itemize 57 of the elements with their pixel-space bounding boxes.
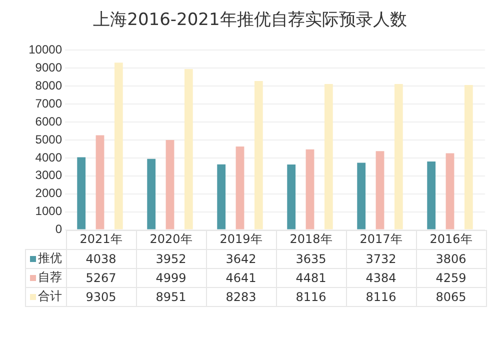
bar bbox=[446, 153, 454, 230]
bar bbox=[376, 151, 384, 230]
bar bbox=[114, 62, 123, 230]
bar bbox=[184, 69, 193, 230]
data-label: 4038 bbox=[66, 249, 136, 268]
data-label: 4481 bbox=[276, 268, 346, 288]
y-tick-label: 2000 bbox=[35, 186, 62, 200]
x-tick-label: 2018年 bbox=[276, 230, 346, 250]
data-label: 9305 bbox=[66, 287, 136, 306]
data-label: 8116 bbox=[346, 287, 416, 306]
y-tick-label: 7000 bbox=[35, 96, 62, 110]
bar bbox=[217, 164, 226, 230]
data-label: 3635 bbox=[276, 249, 346, 268]
x-tick-label: 2021年 bbox=[66, 230, 136, 250]
chart-title: 上海2016-2021年推优自荐实际预录人数 bbox=[92, 9, 408, 31]
bar bbox=[427, 161, 436, 230]
bar bbox=[77, 157, 86, 230]
data-label: 3952 bbox=[136, 249, 206, 268]
legend-label: 合计 bbox=[26, 287, 66, 306]
y-tick-label: 10000 bbox=[28, 42, 62, 57]
y-tick-label: 1000 bbox=[35, 204, 62, 218]
y-tick-label: 9000 bbox=[35, 60, 62, 74]
bar bbox=[306, 149, 314, 230]
data-label: 3642 bbox=[206, 249, 276, 268]
bar bbox=[254, 81, 263, 230]
data-label: 4641 bbox=[206, 268, 276, 288]
data-label: 4999 bbox=[136, 268, 206, 288]
x-tick-label: 2019年 bbox=[206, 230, 276, 250]
bar bbox=[394, 84, 403, 230]
bar bbox=[464, 84, 473, 230]
bar bbox=[236, 146, 244, 230]
data-label: 3806 bbox=[416, 249, 486, 268]
x-tick-label: 2020年 bbox=[136, 230, 206, 250]
bar bbox=[96, 135, 104, 230]
y-tick-label: 8000 bbox=[35, 78, 62, 92]
x-tick-label: 2017年 bbox=[346, 230, 416, 250]
bar bbox=[287, 164, 296, 230]
data-label: 4259 bbox=[416, 268, 486, 288]
y-tick-label: 3000 bbox=[35, 168, 62, 182]
x-tick-label: 2016年 bbox=[416, 230, 486, 250]
data-label: 4384 bbox=[346, 268, 416, 288]
y-tick-label: 4000 bbox=[35, 150, 62, 164]
y-tick-label: 0 bbox=[55, 222, 62, 236]
y-tick-label: 6000 bbox=[35, 114, 62, 128]
data-label: 3732 bbox=[346, 249, 416, 268]
bar bbox=[166, 140, 174, 230]
data-label: 8283 bbox=[206, 287, 276, 306]
bar bbox=[357, 162, 366, 230]
legend-label: 推优 bbox=[26, 249, 66, 268]
legend-label: 自荐 bbox=[26, 268, 66, 288]
bar bbox=[147, 158, 156, 230]
data-label: 8065 bbox=[416, 287, 486, 306]
data-label: 8951 bbox=[136, 287, 206, 306]
bar bbox=[324, 84, 333, 230]
data-label: 8116 bbox=[276, 287, 346, 306]
y-tick-label: 5000 bbox=[35, 132, 62, 146]
data-label: 5267 bbox=[66, 268, 136, 288]
